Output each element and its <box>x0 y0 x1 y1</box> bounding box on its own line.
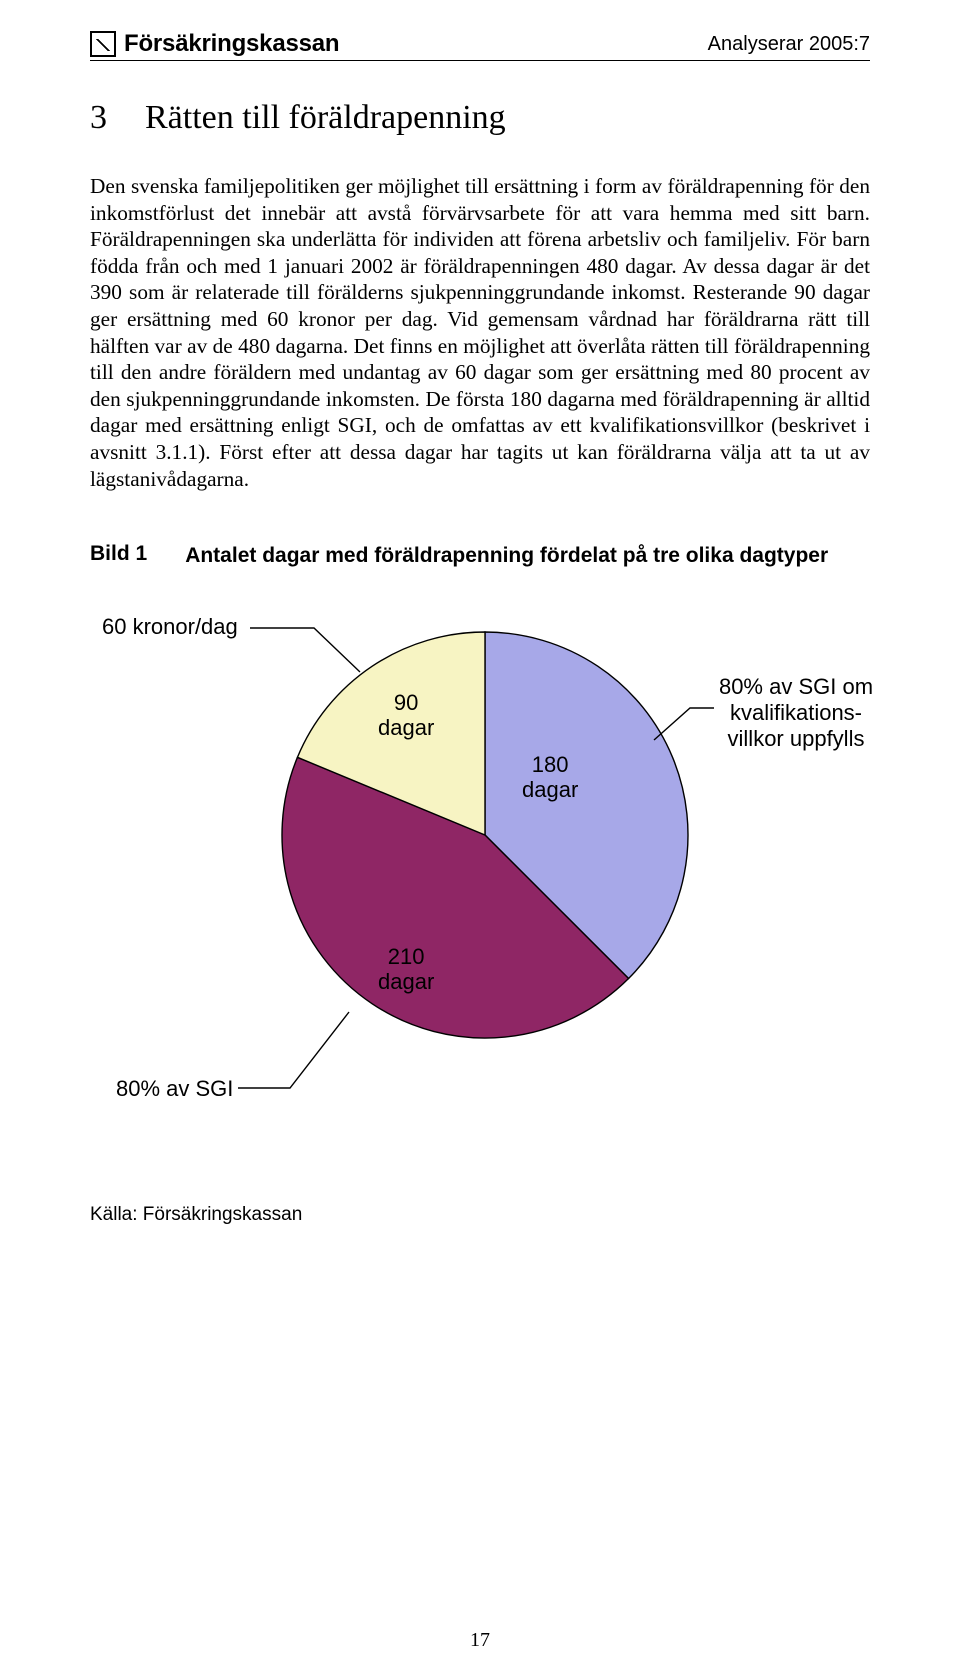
body-paragraph: Den svenska familjepolitiken ger möjligh… <box>90 173 870 492</box>
page-number: 17 <box>0 1629 960 1652</box>
slice-label-180: 180dagar <box>522 752 578 802</box>
outer-label-sgi: 80% av SGI <box>116 1076 233 1102</box>
figure-caption: Antalet dagar med föräldrapenning fördel… <box>185 542 828 569</box>
figure-label: Bild 1 <box>90 542 147 566</box>
chapter-title: Rätten till föräldrapenning <box>145 99 506 137</box>
outer-label-60kr: 60 kronor/dag <box>102 614 238 640</box>
pie-chart-figure: 180dagar 210dagar 90dagar 60 kronor/dag … <box>90 610 870 1170</box>
slice-label-90: 90dagar <box>378 690 434 740</box>
figure-source: Källa: Försäkringskassan <box>90 1204 870 1226</box>
chapter-title-row: 3 Rätten till föräldrapenning <box>90 99 870 137</box>
chapter-number: 3 <box>90 99 107 137</box>
brand-name: Försäkringskassan <box>124 30 339 58</box>
document-reference: Analyserar 2005:7 <box>708 33 870 56</box>
outer-label-kval: 80% av SGI om kvalifikations- villkor up… <box>716 674 876 752</box>
brand: Försäkringskassan <box>90 30 339 58</box>
pie-chart <box>280 630 690 1040</box>
page-header: Försäkringskassan Analyserar 2005:7 <box>90 30 870 61</box>
slice-label-210: 210dagar <box>378 944 434 994</box>
window-logo-icon <box>90 31 116 57</box>
figure-heading: Bild 1 Antalet dagar med föräldrapenning… <box>90 542 870 569</box>
